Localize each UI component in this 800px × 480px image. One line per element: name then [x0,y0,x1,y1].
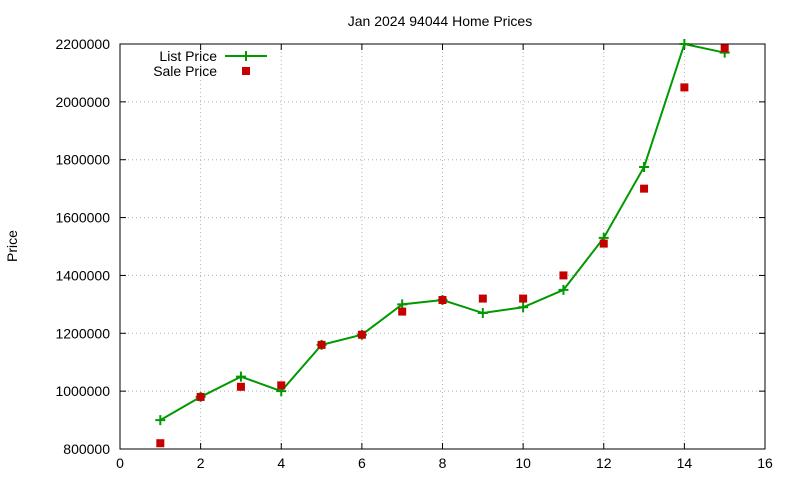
x-tick-label: 10 [515,455,531,471]
sale-price-point [559,271,568,280]
sale-price-point [236,382,245,391]
sale-price-point [398,307,407,316]
sale-price-point [196,392,205,401]
x-tick-label: 12 [596,455,612,471]
legend-label-sale-price: Sale Price [153,63,217,79]
y-tick-label: 800000 [63,441,110,457]
y-tick-label: 1000000 [55,383,110,399]
x-tick-label: 0 [116,455,124,471]
sale-price-point [357,330,366,339]
sale-price-point [599,239,608,248]
sale-price-point [156,439,165,448]
x-tick-label: 2 [197,455,205,471]
list-price-point [477,308,488,319]
series-layer [155,39,730,448]
sale-price-point [640,184,649,193]
x-tick-label: 14 [677,455,693,471]
y-tick-label: 1600000 [55,210,110,226]
y-tick-label: 2200000 [55,36,110,52]
list-price-point [235,371,246,382]
list-price-point [558,284,569,295]
sale-price-point [680,83,689,92]
legend: List Price Sale Price [153,48,267,79]
sale-price-point [317,340,326,349]
sale-price-point [478,294,487,303]
legend-symbol-sale-price [242,67,250,75]
x-tick-label: 6 [358,455,366,471]
y-tick-label: 1800000 [55,152,110,168]
list-price-point [639,161,650,172]
chart-title: Jan 2024 94044 Home Prices [348,13,532,29]
list-price-point [518,302,529,313]
y-tick-label: 1400000 [55,267,110,283]
legend-square-marker [242,67,250,75]
legend-plus-marker [241,51,251,61]
sale-price-point [720,44,729,53]
x-tick-label: 4 [277,455,285,471]
y-tick-label: 2000000 [55,94,110,110]
sale-price-point [277,381,286,390]
list-price-point [155,415,166,426]
legend-label-list-price: List Price [159,48,217,64]
sale-price-point [438,296,447,305]
y-tick-label: 1200000 [55,325,110,341]
sale-price-point [519,294,528,303]
x-tick-label: 8 [439,455,447,471]
x-tick-label: 16 [757,455,773,471]
list-price-point [679,39,690,49]
legend-symbol-list-price [225,51,267,61]
axis-ticks: 0 2 4 6 8 10 12 14 16 800000 1000000 1200000 1400000… [55,36,773,471]
y-axis-label: Price [4,230,20,262]
